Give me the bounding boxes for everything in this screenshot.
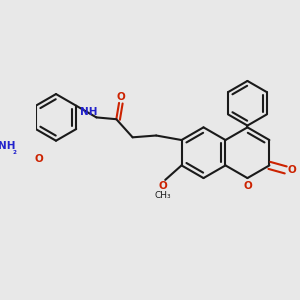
- Text: O: O: [243, 181, 252, 191]
- Text: O: O: [288, 165, 296, 175]
- Text: NH: NH: [80, 107, 98, 117]
- Text: ₂: ₂: [12, 147, 16, 156]
- Text: O: O: [116, 92, 125, 102]
- Text: CH₃: CH₃: [154, 191, 171, 200]
- Text: NH: NH: [0, 141, 16, 151]
- Text: O: O: [34, 154, 43, 164]
- Text: O: O: [158, 181, 167, 191]
